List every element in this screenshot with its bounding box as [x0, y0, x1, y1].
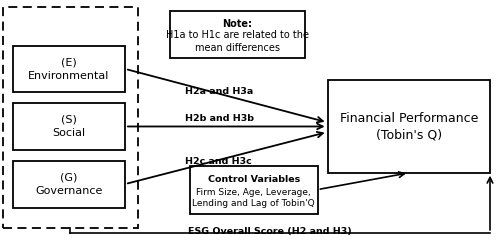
Bar [170, 11, 305, 58]
Text: Control Variables: Control Variables [208, 175, 300, 184]
Text: (E)
Environmental: (E) Environmental [28, 57, 110, 81]
Text: (G)
Governance: (G) Governance [35, 173, 102, 196]
Text: Firm Size, Age, Leverage,
Lending and Lag of Tobin'Q: Firm Size, Age, Leverage, Lending and La… [192, 188, 315, 208]
Text: ESG Overall Score (H2 and H3): ESG Overall Score (H2 and H3) [188, 227, 352, 236]
Text: H2a and H3a: H2a and H3a [185, 87, 254, 96]
Bar [12, 161, 125, 208]
Bar [2, 7, 138, 228]
Text: H1a to H1c are related to the
mean differences: H1a to H1c are related to the mean diffe… [166, 30, 309, 53]
Text: Note:: Note: [222, 19, 252, 29]
Bar [190, 166, 318, 214]
Bar [328, 80, 490, 173]
Bar [12, 46, 125, 92]
Text: H2c and H3c: H2c and H3c [185, 156, 252, 166]
Text: H2b and H3b: H2b and H3b [185, 114, 254, 123]
Text: (S)
Social: (S) Social [52, 115, 86, 138]
Text: Financial Performance
(Tobin's Q): Financial Performance (Tobin's Q) [340, 112, 478, 142]
Bar [12, 103, 125, 150]
